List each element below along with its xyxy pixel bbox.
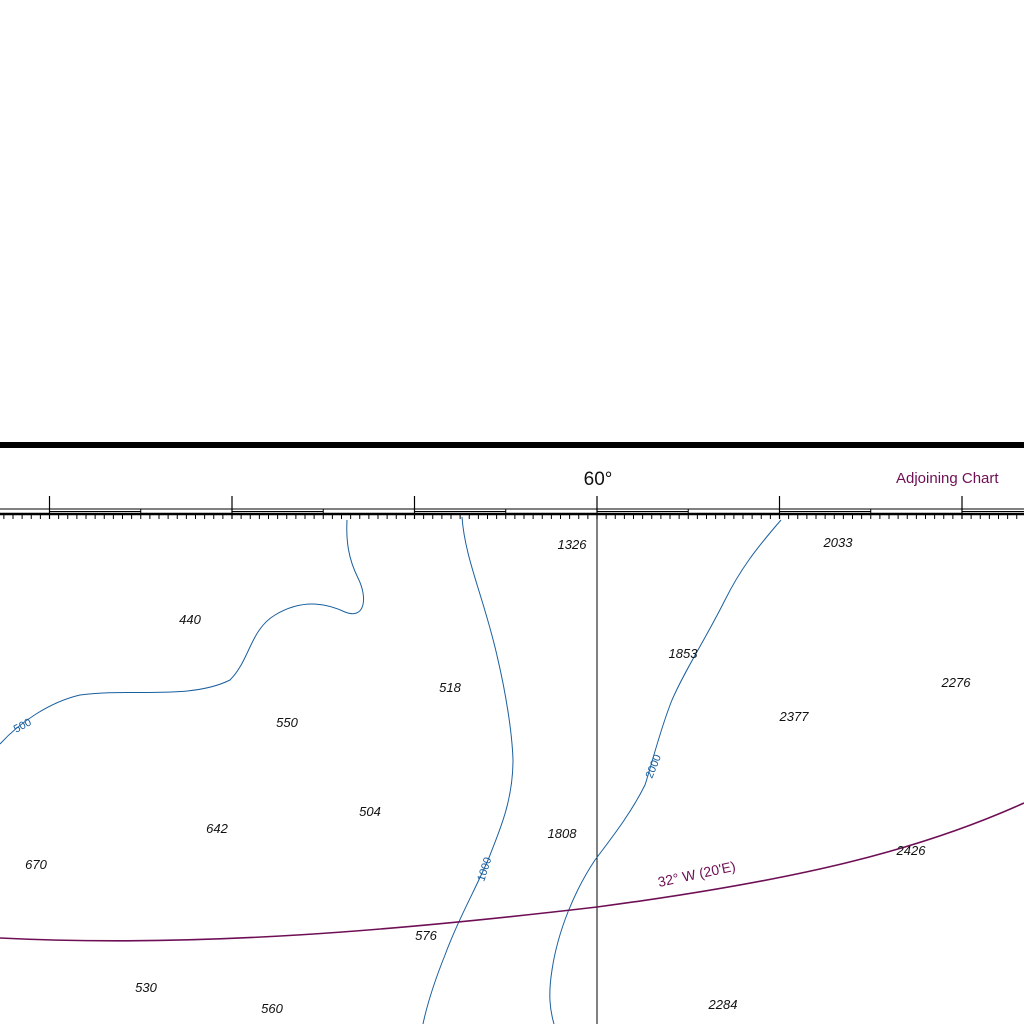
sounding: 2033 (823, 535, 854, 550)
sounding: 518 (439, 680, 461, 695)
sounding: 560 (261, 1001, 283, 1016)
contour-2000-line (549, 519, 782, 1024)
adjoining-chart-link[interactable]: Adjoining Chart (896, 470, 999, 487)
sounding: 1326 (558, 537, 588, 552)
sounding: 530 (135, 980, 157, 995)
contour-label-1000: 1000 (475, 856, 494, 883)
sounding: 440 (179, 612, 201, 627)
latitude-label-60: 60° (584, 469, 613, 490)
sounding: 2426 (896, 843, 927, 858)
contour-1000-line (422, 516, 514, 1024)
magnetic-variation-label: 32° W (20'E) (656, 858, 737, 890)
sounding: 504 (359, 804, 381, 819)
longitude-scale-ticks (3, 496, 1024, 519)
contour-500-line (0, 519, 365, 745)
contour-label-2000: 2000 (644, 753, 664, 780)
sounding: 1808 (548, 826, 578, 841)
sounding: 2377 (779, 709, 810, 724)
contour-label-500: 500 (12, 716, 34, 735)
soundings: 1326 2033 440 1853 518 2276 550 2377 504… (25, 535, 971, 1016)
sounding: 576 (415, 928, 437, 943)
sounding: 670 (25, 857, 47, 872)
depth-contours (0, 516, 782, 1024)
sounding: 2276 (941, 675, 972, 690)
sounding: 2284 (708, 997, 738, 1012)
sounding: 550 (276, 715, 298, 730)
sounding: 1853 (669, 646, 699, 661)
magnetic-variation-line (0, 802, 1024, 942)
sounding: 642 (206, 821, 228, 836)
